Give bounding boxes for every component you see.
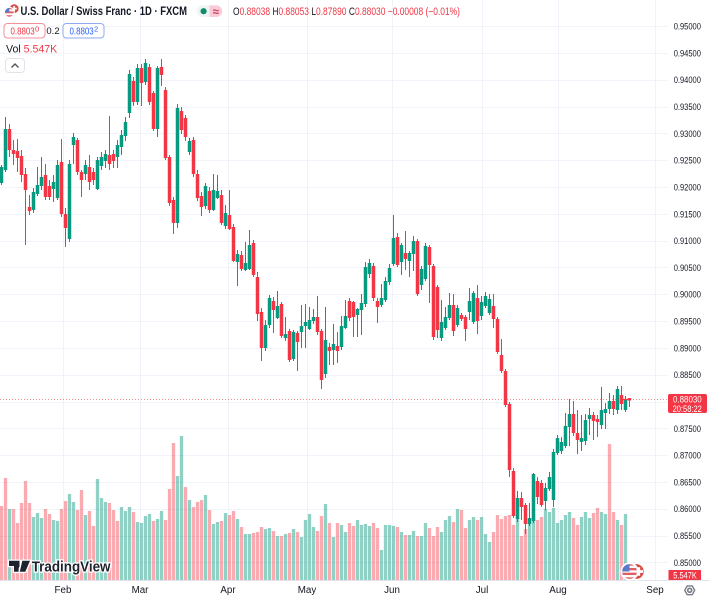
svg-text:0.87000: 0.87000 (674, 450, 701, 461)
svg-text:0: 0 (35, 25, 39, 34)
svg-text:0.95000: 0.95000 (674, 21, 701, 32)
svg-text:0.86000: 0.86000 (674, 503, 701, 514)
svg-text:0.93000: 0.93000 (674, 128, 701, 139)
svg-text:0.91500: 0.91500 (674, 208, 701, 219)
svg-text:0.92500: 0.92500 (674, 155, 701, 166)
svg-text:U.S. Dollar / Swiss Franc · 1D: U.S. Dollar / Swiss Franc · 1D · FXCM (21, 4, 188, 18)
svg-text:0.87500: 0.87500 (674, 423, 701, 434)
svg-text:2: 2 (94, 25, 98, 34)
svg-text:0.91000: 0.91000 (674, 235, 701, 246)
svg-text:Jun: Jun (384, 585, 400, 596)
svg-text:0.85500: 0.85500 (674, 530, 701, 541)
svg-text:Mar: Mar (132, 585, 150, 596)
svg-text:Jul: Jul (476, 585, 489, 596)
svg-text:0.90500: 0.90500 (674, 262, 701, 273)
svg-text:TradingView: TradingView (32, 560, 112, 576)
svg-text:0.85000: 0.85000 (674, 557, 701, 568)
svg-text:0.88500: 0.88500 (674, 369, 701, 380)
svg-text:Sep: Sep (646, 585, 664, 596)
svg-text:20:58:22: 20:58:22 (673, 404, 702, 415)
svg-text:0.93500: 0.93500 (674, 101, 701, 112)
svg-text:0.8803: 0.8803 (11, 27, 36, 38)
svg-text:O0.88038 H0.88053 L0.87890 C0.: O0.88038 H0.88053 L0.87890 C0.88030 −0.0… (233, 6, 460, 18)
svg-text:0.94000: 0.94000 (674, 74, 701, 85)
svg-text:0.89500: 0.89500 (674, 316, 701, 327)
svg-text:0.90000: 0.90000 (674, 289, 701, 300)
svg-text:0.2: 0.2 (46, 26, 59, 37)
svg-text:Apr: Apr (220, 585, 236, 596)
svg-text:5.547K: 5.547K (673, 569, 697, 580)
svg-text:0.92000: 0.92000 (674, 182, 701, 193)
svg-text:0.86500: 0.86500 (674, 476, 701, 487)
svg-text:0.8803: 0.8803 (70, 27, 95, 38)
svg-text:Aug: Aug (549, 585, 566, 596)
svg-text:≈: ≈ (213, 6, 220, 18)
svg-text:0.88030: 0.88030 (673, 395, 702, 406)
svg-text:Feb: Feb (55, 585, 72, 596)
svg-text:Vol 5.547K: Vol 5.547K (6, 43, 57, 55)
svg-text:0.94500: 0.94500 (674, 47, 701, 58)
svg-text:May: May (298, 585, 317, 596)
svg-text:0.89000: 0.89000 (674, 342, 701, 353)
